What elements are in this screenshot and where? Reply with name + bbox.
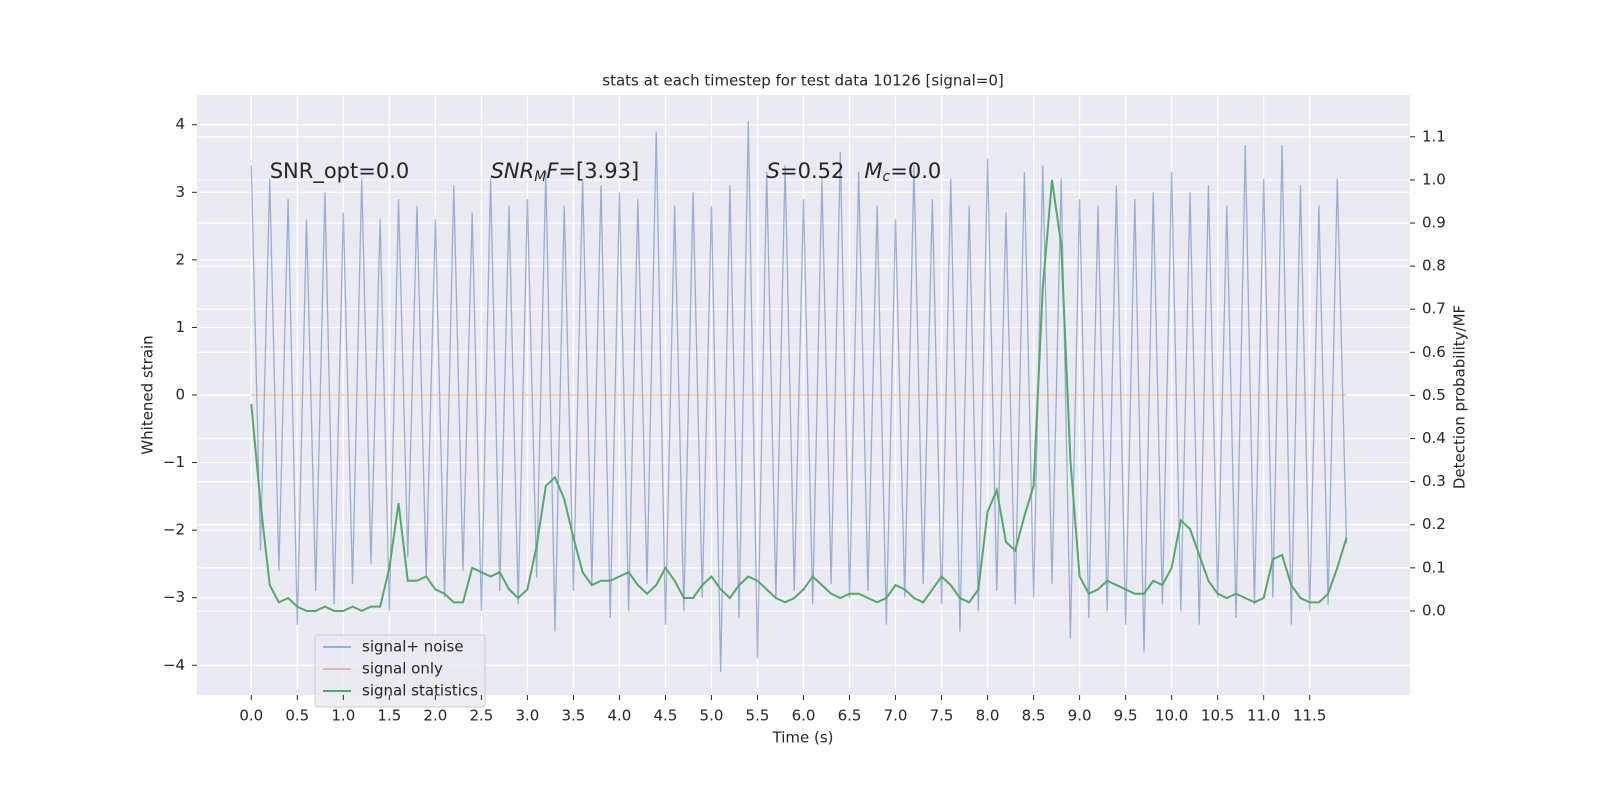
y-tick-label: 1 — [175, 318, 185, 336]
y-tick-label: 0 — [175, 386, 185, 404]
annotation-part: S — [767, 159, 780, 183]
y2-tick-label: 1.1 — [1422, 127, 1446, 145]
x-tick-label: 6.5 — [838, 707, 862, 725]
y2-tick-label: 1.0 — [1422, 170, 1446, 188]
x-tick-label: 3.5 — [561, 707, 585, 725]
y2-tick-label: 0.7 — [1422, 300, 1446, 318]
y2-tick-label: 0.5 — [1422, 386, 1446, 404]
x-tick-label: 1.5 — [377, 707, 401, 725]
y-tick-label: 4 — [175, 115, 185, 133]
annotation-part: F — [546, 159, 559, 183]
x-tick-label: 11.0 — [1247, 707, 1280, 725]
annotation-part: =0.0 — [890, 159, 941, 183]
annotation-part: M — [864, 159, 882, 183]
y-tick-label: −2 — [163, 521, 185, 539]
x-tick-label: 5.5 — [746, 707, 770, 725]
x-tick-label: 2.0 — [423, 707, 447, 725]
x-tick-label: 7.0 — [884, 707, 908, 725]
x-tick-label: 4.0 — [608, 707, 632, 725]
x-tick-label: 9.5 — [1114, 707, 1138, 725]
annotation-part: =[3.93] — [558, 159, 639, 183]
x-tick-label: 1.0 — [331, 707, 355, 725]
y2-tick-label: 0.3 — [1422, 472, 1446, 490]
y2-tick-label: 0.0 — [1422, 601, 1446, 619]
y2-tick-label: 0.2 — [1422, 515, 1446, 533]
y-tick-label: −1 — [163, 453, 185, 471]
y2-tick-label: 0.4 — [1422, 429, 1446, 447]
series-line — [250, 179, 1348, 613]
y2-tick-label: 0.1 — [1422, 558, 1446, 576]
x-tick-label: 7.5 — [930, 707, 954, 725]
y-tick-label: 2 — [175, 250, 185, 268]
legend-label: signal statistics — [362, 682, 478, 700]
x-tick-label: 8.5 — [1022, 707, 1046, 725]
annotation-part: M — [534, 169, 546, 185]
legend-box — [314, 634, 486, 708]
x-tick-label: 4.5 — [654, 707, 678, 725]
x-tick-label: 11.5 — [1293, 707, 1326, 725]
y-tick-label: −4 — [163, 656, 185, 674]
chart-title: stats at each timestep for test data 101… — [602, 72, 1003, 90]
x-tick-label: 10.5 — [1201, 707, 1234, 725]
annotation: SNRMF=[3.93] — [491, 159, 640, 185]
y-axis-label: Whitened strain — [139, 335, 157, 454]
x-tick-label: 9.0 — [1068, 707, 1092, 725]
annotation-part: =0.52 — [780, 159, 864, 183]
x-tick-label: 8.0 — [976, 707, 1000, 725]
legend-label: signal only — [362, 660, 443, 678]
annotation-part: SNR — [491, 159, 535, 183]
x-tick-label: 0.5 — [285, 707, 309, 725]
annotation: SNR_opt=0.0 — [270, 159, 410, 184]
y-tick-label: −3 — [163, 588, 185, 606]
annotation-part: c — [883, 169, 891, 185]
x-tick-label: 6.0 — [792, 707, 816, 725]
y2-tick-label: 0.8 — [1422, 257, 1446, 275]
x-tick-label: 5.0 — [700, 707, 724, 725]
x-tick-label: 2.5 — [469, 707, 493, 725]
y2-tick-label: 0.6 — [1422, 343, 1446, 361]
y2-axis-label: Detection probability/MF — [1451, 305, 1469, 489]
x-tick-label: 3.0 — [515, 707, 539, 725]
x-tick-label: 10.0 — [1155, 707, 1188, 725]
y-tick-label: 3 — [175, 183, 185, 201]
annotation: S=0.52 Mc=0.0 — [767, 159, 942, 185]
x-axis-label: Time (s) — [772, 729, 834, 747]
x-tick-label: 0.0 — [239, 707, 263, 725]
annotation-part: SNR_opt=0.0 — [270, 159, 410, 184]
y2-tick-label: 0.9 — [1422, 214, 1446, 232]
legend-label: signal+ noise — [362, 638, 464, 656]
